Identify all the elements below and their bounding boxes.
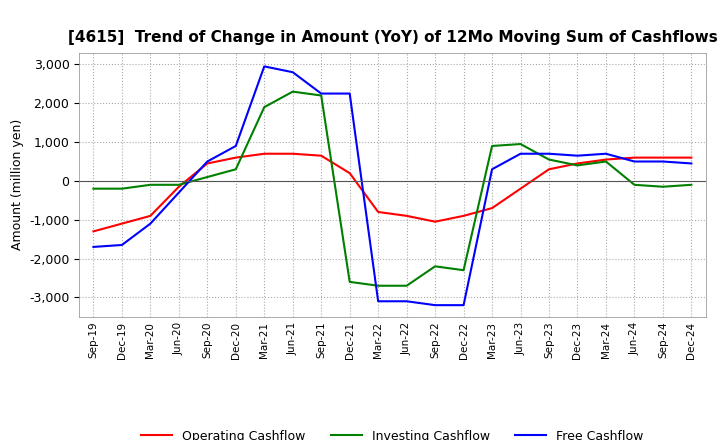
Investing Cashflow: [289, 89, 297, 94]
Investing Cashflow: [89, 186, 98, 191]
Investing Cashflow: [402, 283, 411, 288]
Free Cashflow: [346, 91, 354, 96]
Line: Free Cashflow: Free Cashflow: [94, 66, 691, 305]
Free Cashflow: [374, 299, 382, 304]
Operating Cashflow: [174, 184, 183, 189]
Operating Cashflow: [289, 151, 297, 156]
Free Cashflow: [289, 70, 297, 75]
Operating Cashflow: [232, 155, 240, 160]
Investing Cashflow: [516, 141, 525, 147]
Investing Cashflow: [260, 105, 269, 110]
Free Cashflow: [487, 167, 496, 172]
Y-axis label: Amount (million yen): Amount (million yen): [11, 119, 24, 250]
Investing Cashflow: [317, 93, 325, 98]
Operating Cashflow: [260, 151, 269, 156]
Investing Cashflow: [117, 186, 126, 191]
Operating Cashflow: [346, 171, 354, 176]
Operating Cashflow: [602, 157, 611, 162]
Investing Cashflow: [573, 163, 582, 168]
Operating Cashflow: [317, 153, 325, 158]
Operating Cashflow: [630, 155, 639, 160]
Investing Cashflow: [545, 157, 554, 162]
Investing Cashflow: [174, 182, 183, 187]
Operating Cashflow: [659, 155, 667, 160]
Operating Cashflow: [374, 209, 382, 215]
Operating Cashflow: [687, 155, 696, 160]
Free Cashflow: [117, 242, 126, 248]
Free Cashflow: [146, 221, 155, 226]
Investing Cashflow: [630, 182, 639, 187]
Free Cashflow: [602, 151, 611, 156]
Free Cashflow: [89, 244, 98, 249]
Investing Cashflow: [232, 167, 240, 172]
Operating Cashflow: [117, 221, 126, 226]
Free Cashflow: [459, 303, 468, 308]
Free Cashflow: [203, 159, 212, 164]
Free Cashflow: [630, 159, 639, 164]
Investing Cashflow: [659, 184, 667, 189]
Title: [4615]  Trend of Change in Amount (YoY) of 12Mo Moving Sum of Cashflows: [4615] Trend of Change in Amount (YoY) o…: [68, 29, 717, 45]
Free Cashflow: [174, 190, 183, 195]
Free Cashflow: [687, 161, 696, 166]
Legend: Operating Cashflow, Investing Cashflow, Free Cashflow: Operating Cashflow, Investing Cashflow, …: [136, 425, 649, 440]
Operating Cashflow: [431, 219, 439, 224]
Free Cashflow: [260, 64, 269, 69]
Free Cashflow: [317, 91, 325, 96]
Operating Cashflow: [203, 161, 212, 166]
Free Cashflow: [659, 159, 667, 164]
Operating Cashflow: [402, 213, 411, 219]
Investing Cashflow: [146, 182, 155, 187]
Free Cashflow: [232, 143, 240, 149]
Free Cashflow: [431, 303, 439, 308]
Investing Cashflow: [431, 264, 439, 269]
Investing Cashflow: [346, 279, 354, 285]
Free Cashflow: [545, 151, 554, 156]
Free Cashflow: [402, 299, 411, 304]
Operating Cashflow: [487, 205, 496, 211]
Investing Cashflow: [487, 143, 496, 149]
Investing Cashflow: [602, 159, 611, 164]
Line: Operating Cashflow: Operating Cashflow: [94, 154, 691, 231]
Investing Cashflow: [687, 182, 696, 187]
Operating Cashflow: [459, 213, 468, 219]
Free Cashflow: [516, 151, 525, 156]
Operating Cashflow: [545, 167, 554, 172]
Investing Cashflow: [203, 174, 212, 180]
Investing Cashflow: [459, 268, 468, 273]
Free Cashflow: [573, 153, 582, 158]
Line: Investing Cashflow: Investing Cashflow: [94, 92, 691, 286]
Operating Cashflow: [89, 229, 98, 234]
Operating Cashflow: [573, 161, 582, 166]
Operating Cashflow: [516, 186, 525, 191]
Operating Cashflow: [146, 213, 155, 219]
Investing Cashflow: [374, 283, 382, 288]
